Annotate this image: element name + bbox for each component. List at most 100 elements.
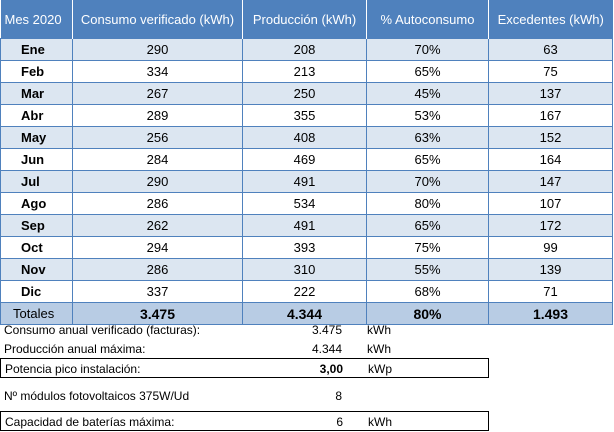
header-month: Mes 2020 <box>0 0 73 39</box>
consumption-cell: 262 <box>72 214 243 237</box>
table-row: Sep 262 491 65% 172 <box>0 214 613 237</box>
summary-unit: kWh <box>368 415 392 429</box>
totals-selfconsumption-cell: 80% <box>366 302 489 325</box>
surplus-cell: 99 <box>488 236 613 259</box>
summary-label: Capacidad de baterías máxima: <box>5 415 175 429</box>
production-cell: 222 <box>242 280 367 303</box>
selfconsumption-cell: 65% <box>366 148 489 171</box>
table-row: May 256 408 63% 152 <box>0 126 613 149</box>
surplus-cell: 167 <box>488 104 613 127</box>
consumption-cell: 267 <box>72 82 243 105</box>
surplus-cell: 75 <box>488 60 613 83</box>
production-cell: 491 <box>242 214 367 237</box>
summary-label: Nº módulos fotovoltaicos 375W/Ud <box>4 389 190 403</box>
summary-value: 4.344 <box>311 342 342 356</box>
summary-annual-consumption: Consumo anual verificado (facturas): 3.4… <box>0 320 489 340</box>
consumption-cell: 286 <box>72 258 243 281</box>
surplus-cell: 139 <box>488 258 613 281</box>
summary-annual-production: Producción anual máxima: 4.344 kWh <box>0 339 489 359</box>
month-cell: Mar <box>0 82 73 105</box>
month-cell: May <box>0 126 73 149</box>
month-cell: Feb <box>0 60 73 83</box>
header-selfconsumption: % Autoconsumo <box>366 0 489 39</box>
selfconsumption-cell: 45% <box>366 82 489 105</box>
consumption-cell: 284 <box>72 148 243 171</box>
table-row: Mar 267 250 45% 137 <box>0 82 613 105</box>
summary-unit: kWp <box>368 362 392 376</box>
summary-module-count: Nº módulos fotovoltaicos 375W/Ud 8 <box>0 386 489 406</box>
energy-table: Mes 2020 Consumo verificado (kWh) Produc… <box>0 0 613 325</box>
selfconsumption-cell: 65% <box>366 60 489 83</box>
production-cell: 534 <box>242 192 367 215</box>
month-cell: Jul <box>0 170 73 193</box>
month-cell: Sep <box>0 214 73 237</box>
selfconsumption-cell: 53% <box>366 104 489 127</box>
table-header-row: Mes 2020 Consumo verificado (kWh) Produc… <box>0 0 613 39</box>
table-row: Jul 290 491 70% 147 <box>0 170 613 193</box>
month-cell: Nov <box>0 258 73 281</box>
table-row: Nov 286 310 55% 139 <box>0 258 613 281</box>
selfconsumption-cell: 68% <box>366 280 489 303</box>
surplus-cell: 164 <box>488 148 613 171</box>
production-cell: 213 <box>242 60 367 83</box>
summary-unit: kWh <box>367 323 391 337</box>
summary-value: 8 <box>335 389 342 403</box>
production-cell: 393 <box>242 236 367 259</box>
table-row: Jun 284 469 65% 164 <box>0 148 613 171</box>
totals-production-cell: 4.344 <box>242 302 367 325</box>
surplus-cell: 137 <box>488 82 613 105</box>
selfconsumption-cell: 80% <box>366 192 489 215</box>
production-cell: 355 <box>242 104 367 127</box>
month-cell: Jun <box>0 148 73 171</box>
totals-row: Totales 3.475 4.344 80% 1.493 <box>0 302 613 325</box>
summary-peak-power: Potencia pico instalación: 3,00 kWp <box>0 358 489 378</box>
surplus-cell: 172 <box>488 214 613 237</box>
surplus-cell: 107 <box>488 192 613 215</box>
selfconsumption-cell: 75% <box>366 236 489 259</box>
table-row: Dic 337 222 68% 71 <box>0 280 613 303</box>
table-row: Ago 286 534 80% 107 <box>0 192 613 215</box>
totals-consumption-cell: 3.475 <box>72 302 243 325</box>
production-cell: 208 <box>242 38 367 61</box>
consumption-cell: 290 <box>72 38 243 61</box>
header-consumption: Consumo verificado (kWh) <box>72 0 243 39</box>
selfconsumption-cell: 70% <box>366 38 489 61</box>
consumption-cell: 289 <box>72 104 243 127</box>
month-cell: Ene <box>0 38 73 61</box>
month-cell: Dic <box>0 280 73 303</box>
surplus-cell: 63 <box>488 38 613 61</box>
surplus-cell: 71 <box>488 280 613 303</box>
production-cell: 250 <box>242 82 367 105</box>
selfconsumption-cell: 63% <box>366 126 489 149</box>
production-cell: 491 <box>242 170 367 193</box>
selfconsumption-cell: 55% <box>366 258 489 281</box>
table-row: Ene 290 208 70% 63 <box>0 38 613 61</box>
summary-label: Producción anual máxima: <box>4 342 146 356</box>
summary-label: Potencia pico instalación: <box>5 362 141 376</box>
header-production: Producción (kWh) <box>242 0 367 39</box>
consumption-cell: 286 <box>72 192 243 215</box>
consumption-cell: 290 <box>72 170 243 193</box>
summary-value: 3,00 <box>319 362 343 376</box>
consumption-cell: 294 <box>72 236 243 259</box>
production-cell: 469 <box>242 148 367 171</box>
header-surplus: Excedentes (kWh) <box>488 0 613 39</box>
selfconsumption-cell: 70% <box>366 170 489 193</box>
summary-battery-capacity: Capacidad de baterías máxima: 6 kWh <box>0 411 489 431</box>
month-cell: Ago <box>0 192 73 215</box>
month-cell: Abr <box>0 104 73 127</box>
totals-month-cell: Totales <box>0 302 73 325</box>
surplus-cell: 147 <box>488 170 613 193</box>
consumption-cell: 337 <box>72 280 243 303</box>
summary-unit: kWh <box>367 342 391 356</box>
table-row: Abr 289 355 53% 167 <box>0 104 613 127</box>
selfconsumption-cell: 65% <box>366 214 489 237</box>
production-cell: 408 <box>242 126 367 149</box>
month-cell: Oct <box>0 236 73 259</box>
production-cell: 310 <box>242 258 367 281</box>
surplus-cell: 152 <box>488 126 613 149</box>
totals-surplus-cell: 1.493 <box>488 302 613 325</box>
table-row: Oct 294 393 75% 99 <box>0 236 613 259</box>
consumption-cell: 334 <box>72 60 243 83</box>
summary-value: 3.475 <box>311 323 342 337</box>
